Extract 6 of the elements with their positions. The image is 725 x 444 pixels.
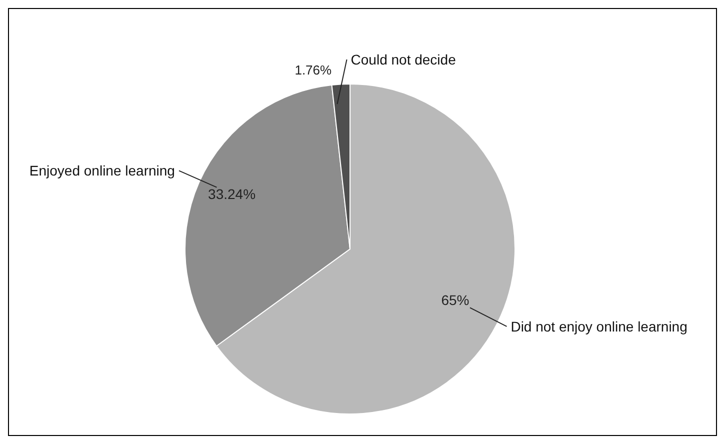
data-label: 1.76% xyxy=(294,62,332,78)
slice-label: Did not enjoy online learning xyxy=(510,318,688,334)
data-label: 65% xyxy=(441,292,470,308)
slice-label: Could not decide xyxy=(350,51,456,68)
slice-label: Enjoyed online learning xyxy=(29,162,175,179)
data-label: 33.24% xyxy=(208,186,256,202)
